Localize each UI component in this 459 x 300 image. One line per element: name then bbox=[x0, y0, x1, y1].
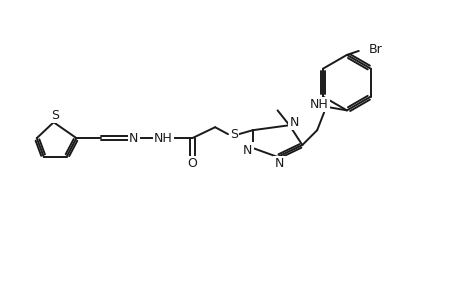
Text: O: O bbox=[187, 158, 197, 170]
Text: N: N bbox=[243, 143, 252, 157]
Text: N: N bbox=[274, 158, 284, 170]
Text: Br: Br bbox=[368, 44, 381, 56]
Text: S: S bbox=[230, 128, 237, 141]
Text: S: S bbox=[50, 109, 58, 122]
Text: NH: NH bbox=[154, 132, 173, 145]
Text: N: N bbox=[289, 116, 298, 129]
Text: NH: NH bbox=[309, 98, 328, 111]
Text: N: N bbox=[129, 132, 138, 145]
